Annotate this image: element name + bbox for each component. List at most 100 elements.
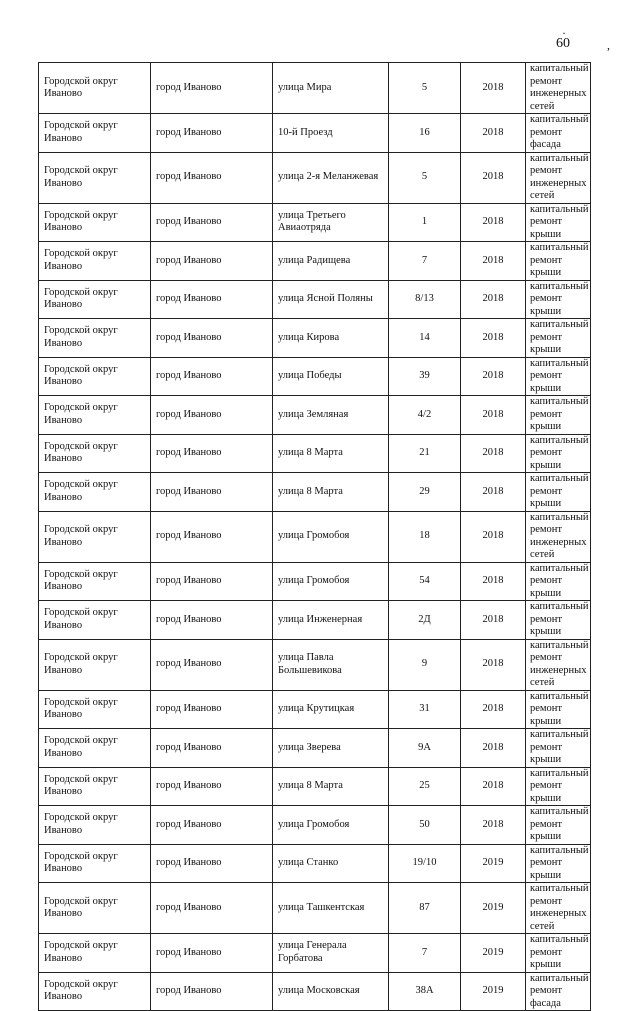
scan-mark: ,: [607, 38, 610, 52]
street-cell: 10-й Проезд: [272, 113, 389, 153]
table-row: Городской округ Иваново город Иваново улиц…: [38, 202, 591, 242]
year-cell: 2018: [460, 728, 526, 768]
work-type-cell: капитальный ремонт крыши: [525, 202, 591, 242]
table-row: Городской округ Иваново город Иваново улиц…: [38, 561, 591, 601]
street-cell: улица Ясной Поляны: [272, 279, 389, 319]
district-cell: Городской округ Иваново: [38, 202, 151, 242]
city-cell: город Иваново: [150, 933, 273, 973]
street-cell: улица Инженерная: [272, 600, 389, 640]
street-cell: улица Московская: [272, 971, 389, 1011]
table-row: Городской округ Иваново город Иваново улиц…: [38, 638, 591, 691]
work-type-cell: капитальный ремонт фасада: [525, 113, 591, 153]
table-row: Городской округ Иваново город Иваново улиц…: [38, 805, 591, 845]
table-row: Городской округ Иваново город Иваново 10-й…: [38, 113, 591, 153]
table-row: Городской округ Иваново город Иваново улиц…: [38, 933, 591, 973]
work-type-cell: капитальный ремонт крыши: [525, 766, 591, 806]
city-cell: город Иваново: [150, 638, 273, 691]
year-cell: 2018: [460, 113, 526, 153]
house-number-cell: 19/10: [388, 843, 461, 883]
district-cell: Городской округ Иваново: [38, 689, 151, 729]
house-number-cell: 1: [388, 202, 461, 242]
year-cell: 2018: [460, 561, 526, 601]
table-row: Городской округ Иваново город Иваново улиц…: [38, 728, 591, 768]
repair-schedule-table: Городской округ Иваново город Иваново улиц…: [38, 62, 591, 1011]
table-row: Городской округ Иваново город Иваново улиц…: [38, 472, 591, 512]
year-cell: 2018: [460, 356, 526, 396]
district-cell: Городской округ Иваново: [38, 151, 151, 204]
city-cell: город Иваново: [150, 395, 273, 435]
house-number-cell: 31: [388, 689, 461, 729]
street-cell: улица 2-я Меланжевая: [272, 151, 389, 204]
work-type-cell: капитальный ремонт крыши: [525, 561, 591, 601]
work-type-cell: капитальный ремонт крыши: [525, 356, 591, 396]
city-cell: город Иваново: [150, 689, 273, 729]
house-number-cell: 2Д: [388, 600, 461, 640]
city-cell: город Иваново: [150, 62, 273, 114]
house-number-cell: 50: [388, 805, 461, 845]
table-row: Городской округ Иваново город Иваново улиц…: [38, 318, 591, 358]
street-cell: улица 8 Марта: [272, 433, 389, 473]
district-cell: Городской округ Иваново: [38, 843, 151, 883]
city-cell: город Иваново: [150, 805, 273, 845]
city-cell: город Иваново: [150, 728, 273, 768]
street-cell: улица Победы: [272, 356, 389, 396]
street-cell: улица Громобоя: [272, 510, 389, 563]
city-cell: город Иваново: [150, 279, 273, 319]
table-row: Городской округ Иваново город Иваново улиц…: [38, 689, 591, 729]
street-cell: улица Радищева: [272, 241, 389, 281]
house-number-cell: 14: [388, 318, 461, 358]
house-number-cell: 9А: [388, 728, 461, 768]
work-type-cell: капитальный ремонт крыши: [525, 805, 591, 845]
work-type-cell: капитальный ремонт инженерных сетей: [525, 510, 591, 563]
district-cell: Городской округ Иваново: [38, 113, 151, 153]
street-cell: улица Мира: [272, 62, 389, 114]
work-type-cell: капитальный ремонт инженерных сетей: [525, 151, 591, 204]
year-cell: 2018: [460, 600, 526, 640]
district-cell: Городской округ Иваново: [38, 561, 151, 601]
year-cell: 2018: [460, 202, 526, 242]
work-type-cell: капитальный ремонт крыши: [525, 933, 591, 973]
city-cell: город Иваново: [150, 202, 273, 242]
table-row: Городской округ Иваново город Иваново улиц…: [38, 241, 591, 281]
year-cell: 2019: [460, 843, 526, 883]
district-cell: Городской округ Иваново: [38, 241, 151, 281]
district-cell: Городской округ Иваново: [38, 766, 151, 806]
table-row: Городской округ Иваново город Иваново улиц…: [38, 151, 591, 204]
city-cell: город Иваново: [150, 882, 273, 934]
district-cell: Городской округ Иваново: [38, 62, 151, 114]
house-number-cell: 5: [388, 151, 461, 204]
city-cell: город Иваново: [150, 318, 273, 358]
house-number-cell: 21: [388, 433, 461, 473]
year-cell: 2018: [460, 318, 526, 358]
street-cell: улица Генерала Горбатова: [272, 933, 389, 973]
city-cell: город Иваново: [150, 561, 273, 601]
work-type-cell: капитальный ремонт крыши: [525, 395, 591, 435]
year-cell: 2018: [460, 638, 526, 691]
district-cell: Городской округ Иваново: [38, 600, 151, 640]
work-type-cell: капитальный ремонт крыши: [525, 318, 591, 358]
work-type-cell: капитальный ремонт крыши: [525, 433, 591, 473]
table-row: Городской округ Иваново город Иваново улиц…: [38, 843, 591, 883]
year-cell: 2019: [460, 882, 526, 934]
house-number-cell: 18: [388, 510, 461, 563]
house-number-cell: 9: [388, 638, 461, 691]
city-cell: город Иваново: [150, 600, 273, 640]
year-cell: 2018: [460, 805, 526, 845]
district-cell: Городской округ Иваново: [38, 882, 151, 934]
work-type-cell: капитальный ремонт крыши: [525, 600, 591, 640]
work-type-cell: капитальный ремонт крыши: [525, 843, 591, 883]
page-number: 60: [556, 36, 570, 51]
street-cell: улица Станко: [272, 843, 389, 883]
city-cell: город Иваново: [150, 241, 273, 281]
district-cell: Городской округ Иваново: [38, 279, 151, 319]
table-row: Городской округ Иваново город Иваново улиц…: [38, 971, 591, 1011]
house-number-cell: 7: [388, 933, 461, 973]
street-cell: улица Земляная: [272, 395, 389, 435]
street-cell: улица Третьего Авиаотряда: [272, 202, 389, 242]
year-cell: 2018: [460, 151, 526, 204]
scan-mark: ·: [562, 26, 566, 40]
city-cell: город Иваново: [150, 971, 273, 1011]
street-cell: улица 8 Марта: [272, 472, 389, 512]
street-cell: улица Ташкентская: [272, 882, 389, 934]
house-number-cell: 39: [388, 356, 461, 396]
